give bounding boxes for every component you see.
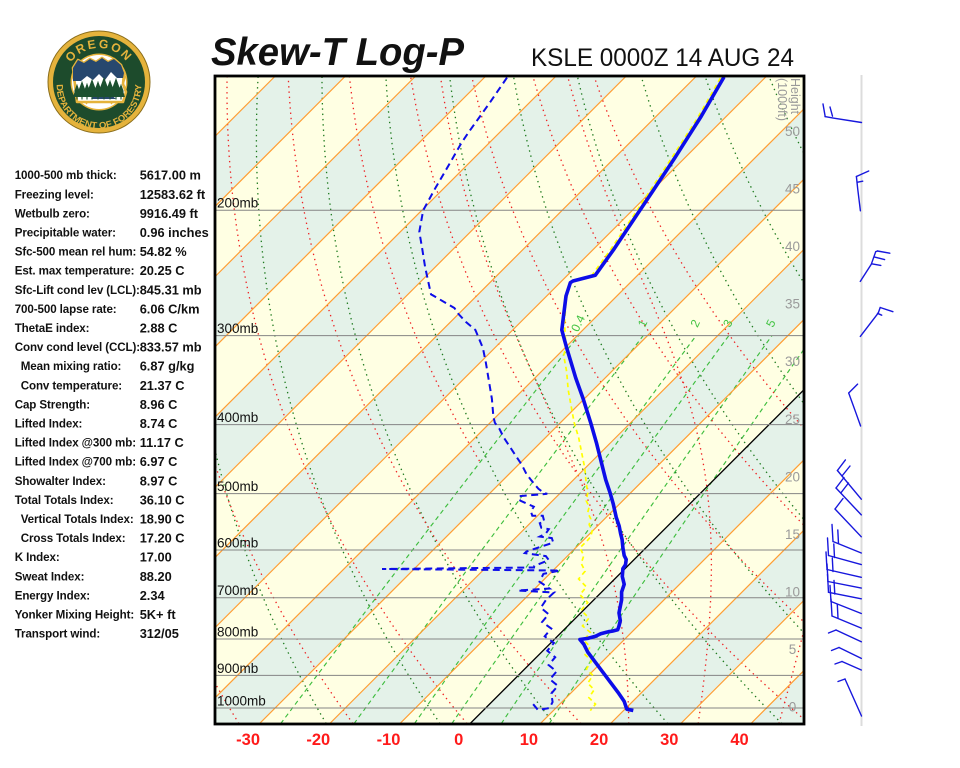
svg-text:17.20 C: 17.20 C [140, 531, 185, 546]
svg-text:6.87 g/kg: 6.87 g/kg [140, 359, 195, 374]
svg-text:54.82 %: 54.82 % [140, 244, 188, 259]
svg-text:40: 40 [730, 731, 748, 749]
svg-text:Total Totals Index:: Total Totals Index: [15, 494, 114, 507]
svg-text:8.96 C: 8.96 C [140, 397, 178, 412]
svg-text:Transport wind:: Transport wind: [15, 628, 100, 641]
svg-text:20: 20 [785, 469, 800, 484]
svg-text:0.96 inches: 0.96 inches [140, 225, 209, 240]
svg-text:36.10 C: 36.10 C [140, 492, 185, 507]
svg-text:ThetaE index:: ThetaE index: [15, 322, 90, 335]
svg-text:11.17 C: 11.17 C [140, 435, 184, 450]
svg-text:Lifted Index:: Lifted Index: [15, 418, 83, 431]
svg-text:Cap Strength:: Cap Strength: [15, 398, 90, 411]
svg-text:-20: -20 [306, 731, 330, 749]
svg-text:900mb: 900mb [217, 661, 258, 676]
svg-text:18.90 C: 18.90 C [140, 512, 185, 527]
svg-text:700-500 lapse rate:: 700-500 lapse rate: [15, 303, 117, 316]
svg-text:Sfc-Lift cond lev (LCL):: Sfc-Lift cond lev (LCL): [15, 284, 140, 297]
svg-text:5K+ ft: 5K+ ft [140, 607, 177, 622]
svg-text:9916.49 ft: 9916.49 ft [140, 206, 199, 221]
svg-text:Conv temperature:: Conv temperature: [21, 379, 122, 392]
svg-text:Skew-T Log-P: Skew-T Log-P [211, 31, 465, 74]
svg-text:700mb: 700mb [217, 583, 258, 598]
svg-text:833.57 mb: 833.57 mb [140, 340, 202, 355]
svg-text:845.31 mb: 845.31 mb [140, 282, 202, 297]
svg-text:5: 5 [789, 642, 797, 657]
svg-text:K Index:: K Index: [15, 551, 60, 564]
svg-text:Vertical Totals Index:: Vertical Totals Index: [21, 513, 134, 526]
svg-text:1000mb: 1000mb [217, 694, 266, 709]
svg-text:Precipitable water:: Precipitable water: [15, 227, 116, 240]
svg-text:30: 30 [785, 354, 800, 369]
svg-text:-30: -30 [236, 731, 260, 749]
svg-text:20.25 C: 20.25 C [140, 263, 185, 278]
svg-text:0: 0 [454, 731, 463, 749]
svg-text:20: 20 [590, 731, 608, 749]
svg-text:5617.00 m: 5617.00 m [140, 168, 201, 183]
svg-text:Showalter Index:: Showalter Index: [15, 475, 106, 488]
svg-text:12583.62 ft: 12583.62 ft [140, 187, 206, 202]
svg-text:400mb: 400mb [217, 410, 258, 425]
svg-text:Conv cond level (CCL):: Conv cond level (CCL): [15, 341, 140, 354]
svg-text:25: 25 [785, 412, 800, 427]
svg-text:6.06 C/km: 6.06 C/km [140, 301, 200, 316]
svg-text:30: 30 [660, 731, 678, 749]
svg-text:15: 15 [785, 527, 800, 542]
svg-text:1000-500 mb thick:: 1000-500 mb thick: [15, 169, 117, 182]
svg-text:Est. max temperature:: Est. max temperature: [15, 265, 135, 278]
svg-text:35: 35 [785, 297, 800, 312]
svg-text:17.00: 17.00 [140, 550, 172, 565]
svg-text:Sweat Index:: Sweat Index: [15, 570, 85, 583]
svg-text:0.4: 0.4 [568, 312, 588, 333]
svg-text:Lifted Index @700 mb:: Lifted Index @700 mb: [15, 456, 136, 469]
svg-text:45: 45 [785, 182, 800, 197]
svg-text:500mb: 500mb [217, 479, 258, 494]
svg-text:21.37 C: 21.37 C [140, 378, 185, 393]
svg-text:8.97 C: 8.97 C [140, 473, 178, 488]
svg-text:40: 40 [785, 239, 800, 254]
svg-text:10: 10 [520, 731, 538, 749]
svg-text:88.20: 88.20 [140, 569, 172, 584]
svg-text:(1000ft): (1000ft) [775, 78, 789, 121]
svg-text:Wetbulb zero:: Wetbulb zero: [15, 207, 90, 220]
svg-text:Mean mixing ratio:: Mean mixing ratio: [21, 360, 122, 373]
svg-text:Lifted Index @300 mb:: Lifted Index @300 mb: [15, 437, 136, 450]
svg-text:Sfc-500 mean rel hum:: Sfc-500 mean rel hum: [15, 246, 137, 259]
svg-text:600mb: 600mb [217, 536, 258, 551]
svg-text:312/05: 312/05 [140, 626, 179, 641]
svg-text:Freezing level:: Freezing level: [15, 188, 94, 201]
svg-text:2.88 C: 2.88 C [140, 321, 178, 336]
svg-text:300mb: 300mb [217, 321, 258, 336]
svg-text:Energy Index:: Energy Index: [15, 589, 90, 602]
svg-text:Height: Height [788, 78, 802, 115]
svg-text:Cross Totals Index:: Cross Totals Index: [21, 532, 126, 545]
svg-text:KSLE 0000Z 14 AUG 24: KSLE 0000Z 14 AUG 24 [531, 44, 794, 72]
svg-text:200mb: 200mb [217, 196, 258, 211]
svg-text:0: 0 [789, 700, 797, 715]
svg-text:50: 50 [785, 124, 800, 139]
svg-text:Yonker Mixing Height:: Yonker Mixing Height: [15, 609, 134, 622]
svg-text:-10: -10 [377, 731, 401, 749]
svg-text:2.34: 2.34 [140, 588, 166, 603]
svg-text:800mb: 800mb [217, 625, 258, 640]
svg-text:10: 10 [785, 584, 800, 599]
svg-text:6.97 C: 6.97 C [140, 454, 178, 469]
svg-text:8.74 C: 8.74 C [140, 416, 178, 431]
